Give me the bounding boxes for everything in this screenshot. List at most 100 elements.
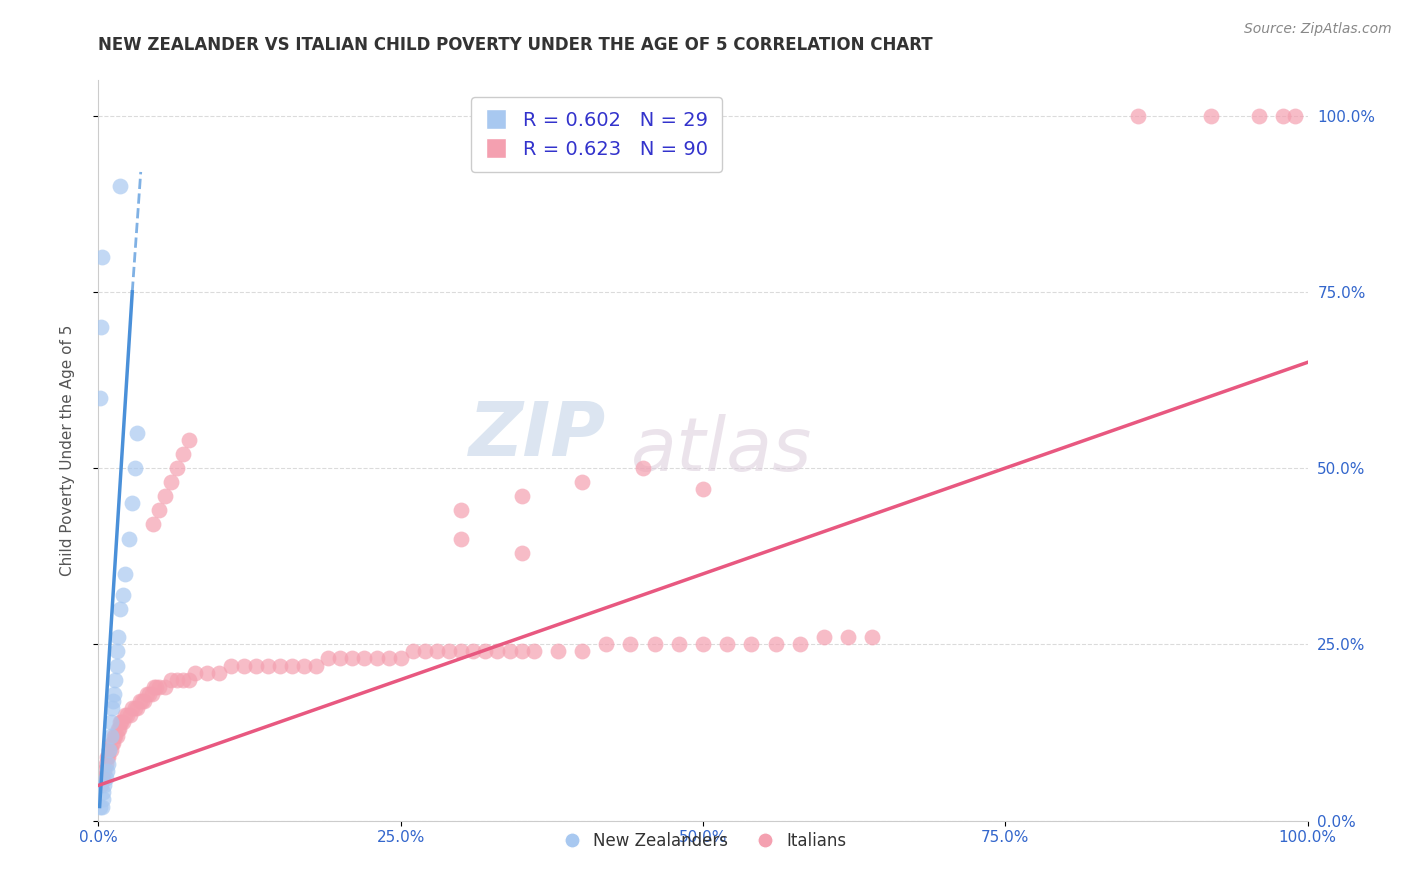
Point: [111, 588, 134, 602]
Point: [486, 644, 509, 658]
Point: [101, 694, 124, 708]
Point: [105, 729, 128, 743]
Point: [94, 757, 117, 772]
Point: [114, 566, 136, 581]
Point: [91, 772, 114, 786]
Point: [104, 729, 127, 743]
Point: [644, 637, 666, 651]
Point: [245, 658, 267, 673]
Y-axis label: Child Poverty Under the Age of 5: Child Poverty Under the Age of 5: [60, 325, 75, 576]
Point: [342, 651, 364, 665]
Point: [463, 644, 485, 658]
Point: [131, 694, 153, 708]
Point: [860, 630, 883, 644]
Point: [837, 630, 859, 644]
Point: [437, 644, 460, 658]
Point: [498, 644, 520, 658]
Point: [153, 489, 176, 503]
Point: [172, 447, 194, 461]
Point: [1272, 109, 1295, 123]
Point: [692, 482, 714, 496]
Point: [135, 687, 157, 701]
Point: [547, 644, 569, 658]
Point: [138, 687, 160, 701]
Point: [510, 489, 533, 503]
Point: [1128, 109, 1150, 123]
Point: [145, 680, 167, 694]
Point: [426, 644, 449, 658]
Point: [281, 658, 304, 673]
Point: [316, 651, 339, 665]
Point: [366, 651, 388, 665]
Point: [166, 461, 188, 475]
Point: [91, 792, 114, 806]
Point: [117, 707, 139, 722]
Point: [232, 658, 254, 673]
Point: [101, 736, 124, 750]
Point: [692, 637, 714, 651]
Point: [108, 602, 131, 616]
Point: [114, 707, 136, 722]
Point: [97, 757, 120, 772]
Point: [1249, 109, 1271, 123]
Point: [91, 250, 114, 264]
Point: [172, 673, 194, 687]
Point: [1199, 109, 1222, 123]
Point: [221, 658, 243, 673]
Point: [93, 778, 115, 792]
Point: [105, 644, 128, 658]
Point: [208, 665, 231, 680]
Point: [160, 475, 183, 490]
Point: [104, 673, 127, 687]
Point: [98, 743, 121, 757]
Point: [89, 391, 111, 405]
Point: [89, 799, 111, 814]
Point: [179, 433, 201, 447]
Text: Source: ZipAtlas.com: Source: ZipAtlas.com: [1244, 22, 1392, 37]
Point: [740, 637, 762, 651]
Point: [98, 743, 121, 757]
Point: [90, 320, 112, 334]
Point: [329, 651, 352, 665]
Point: [450, 532, 472, 546]
Point: [305, 658, 328, 673]
Legend: New Zealanders, Italians: New Zealanders, Italians: [553, 825, 853, 856]
Point: [813, 630, 835, 644]
Point: [96, 764, 118, 779]
Point: [474, 644, 496, 658]
Point: [1284, 109, 1306, 123]
Point: [571, 644, 593, 658]
Point: [91, 785, 114, 799]
Point: [111, 714, 134, 729]
Point: [91, 799, 114, 814]
Point: [269, 658, 291, 673]
Text: ZIP: ZIP: [470, 399, 606, 472]
Text: atlas: atlas: [630, 415, 811, 486]
Point: [127, 425, 149, 440]
Point: [103, 729, 125, 743]
Point: [148, 680, 170, 694]
Point: [103, 687, 125, 701]
Point: [292, 658, 315, 673]
Point: [595, 637, 617, 651]
Point: [100, 736, 122, 750]
Point: [353, 651, 375, 665]
Point: [789, 637, 811, 651]
Point: [90, 778, 112, 792]
Point: [94, 772, 117, 786]
Point: [184, 665, 207, 680]
Point: [510, 644, 533, 658]
Point: [619, 637, 641, 651]
Point: [631, 461, 654, 475]
Point: [124, 701, 146, 715]
Point: [91, 772, 114, 786]
Point: [127, 701, 149, 715]
Point: [97, 750, 120, 764]
Point: [110, 714, 132, 729]
Point: [100, 714, 122, 729]
Point: [124, 461, 146, 475]
Point: [166, 673, 188, 687]
Point: [93, 764, 115, 779]
Point: [105, 658, 128, 673]
Point: [128, 694, 150, 708]
